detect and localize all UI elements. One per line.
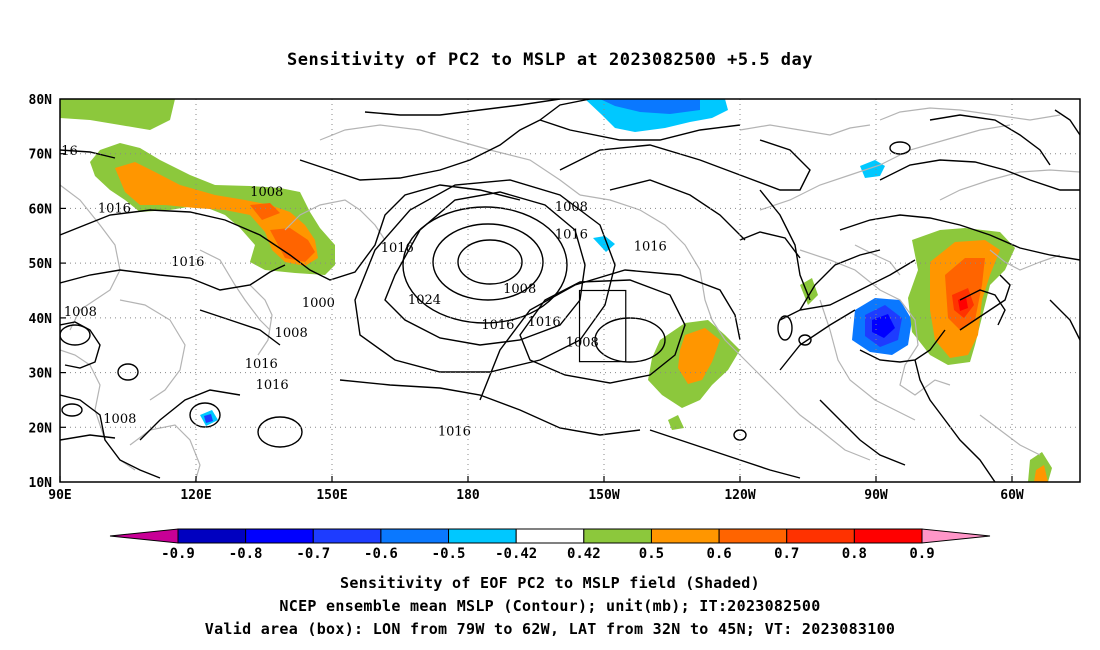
mslp-contours [60, 99, 1080, 482]
colorbar-cell [515, 528, 585, 544]
map-plot-area: 1008 1016 016 1016 1008 1008 1000 1008 1016 1016 1… [29, 93, 1081, 503]
lat-tick-label: 60N [29, 202, 53, 217]
colorbar-label: 0.42 [567, 546, 601, 562]
caption-line-1: Sensitivity of EOF PC2 to MSLP field (Sh… [340, 574, 760, 592]
colorbar-low-end-triangle [109, 528, 179, 544]
contour-label: 1024 [408, 293, 441, 308]
shade-blue-small-taiwan-dark [204, 414, 213, 423]
contour-label: 1008 [275, 326, 308, 341]
contour-label: 1000 [302, 296, 335, 311]
contour-label: 016 [53, 144, 78, 159]
colorbar-label: 0.6 [706, 546, 731, 562]
lon-tick-label: 90W [864, 488, 888, 503]
lon-tick-label: 120E [180, 488, 211, 503]
colorbar-label: -0.6 [364, 546, 398, 562]
contour-label: 1008 [250, 185, 283, 200]
shade-orange-westcoast [678, 328, 720, 384]
shade-red-siberia [270, 228, 315, 262]
contour-label: 1008 [103, 412, 136, 427]
lon-tick-label: 150E [316, 488, 347, 503]
colorbar-cell [380, 528, 450, 544]
figure-title: Sensitivity of PC2 to MSLP at 2023082500… [286, 50, 813, 70]
colorbar-cell [853, 528, 923, 544]
contour-label: 1016 [555, 228, 588, 243]
colorbar-cell [583, 528, 652, 544]
shade-green-small [668, 415, 684, 430]
lon-tick-labels: 90E 120E 150E 180 150W 120W 90W 60W [48, 488, 1024, 503]
colorbar-label: -0.7 [296, 546, 330, 562]
contour-label: 1008 [555, 200, 588, 215]
contour-label: 1016 [438, 424, 471, 439]
shade-blue-canada [860, 160, 885, 178]
colorbar-cell [650, 528, 720, 544]
shade-blue-east-inner [872, 314, 895, 338]
colorbar-label: -0.8 [229, 546, 263, 562]
colorbar-cell [312, 528, 382, 544]
caption-line-2: NCEP ensemble mean MSLP (Contour); unit(… [279, 597, 821, 615]
lat-tick-labels: 80N 70N 60N 50N 40N 30N 20N 10N [29, 93, 53, 491]
shade-red-siberia-2 [250, 203, 280, 220]
shade-blue-arctic-dark [600, 99, 700, 114]
colorbar: -0.9 -0.8 -0.7 -0.6 -0.5 -0.42 0.42 0.5 0.6 0.7 0.… [109, 528, 991, 562]
contour-label: 1008 [503, 282, 536, 297]
contour-label: 1016 [256, 378, 289, 393]
lat-tick-label: 70N [29, 148, 53, 163]
colorbar-cells [177, 528, 923, 544]
lon-tick-label: 150W [588, 488, 619, 503]
contour-labels: 1008 1016 016 1016 1008 1008 1000 1008 1016 1016 1… [53, 144, 667, 440]
colorbar-label: 0.5 [639, 546, 664, 562]
contour-label: 1016 [528, 315, 561, 330]
lat-tick-label: 10N [29, 476, 53, 491]
contour-label: 1016 [171, 255, 204, 270]
colorbar-cell [245, 528, 314, 544]
contour-label: 1016 [245, 357, 278, 372]
axis-tick-marks [59, 153, 1013, 482]
lat-tick-label: 30N [29, 367, 53, 382]
lat-tick-label: 20N [29, 421, 53, 436]
colorbar-cell [448, 528, 517, 544]
colorbar-labels: -0.9 -0.8 -0.7 -0.6 -0.5 -0.42 0.42 0.5 0.6 0.7 0.… [161, 546, 935, 562]
contour-label: 1008 [64, 305, 97, 320]
colorbar-label: -0.42 [495, 546, 537, 562]
coastlines [60, 107, 1080, 482]
colorbar-label: 0.7 [774, 546, 799, 562]
contour-label: 1016 [634, 240, 667, 255]
caption-line-3: Valid area (box): LON from 79W to 62W, L… [204, 620, 896, 638]
lat-tick-label: 40N [29, 312, 53, 327]
contour-label: 1008 [566, 335, 599, 350]
lon-tick-label: 60W [1000, 488, 1024, 503]
contour-label: 1016 [481, 318, 514, 333]
valid-area-box [578, 289, 627, 363]
lon-tick-label: 90E [48, 488, 71, 503]
colorbar-cell [786, 528, 855, 544]
colorbar-label: 0.9 [909, 546, 934, 562]
colorbar-cell [718, 528, 788, 544]
shade-orange-newfoundland [1034, 465, 1048, 482]
lat-tick-label: 50N [29, 257, 53, 272]
lat-tick-label: 80N [29, 93, 53, 108]
lon-tick-label: 180 [456, 488, 480, 503]
lon-tick-label: 120W [724, 488, 755, 503]
colorbar-label: -0.9 [161, 546, 195, 562]
contour-label: 1016 [381, 241, 414, 256]
map-frame [59, 98, 1081, 483]
colorbar-high-end-triangle [921, 528, 991, 544]
colorbar-cell [177, 528, 247, 544]
shade-green-europe-top [60, 99, 175, 130]
contour-label: 1016 [98, 201, 131, 216]
colorbar-label: -0.5 [432, 546, 466, 562]
gridlines [60, 99, 1080, 482]
shade-orange-siberia [115, 162, 318, 266]
colorbar-label: 0.8 [842, 546, 867, 562]
